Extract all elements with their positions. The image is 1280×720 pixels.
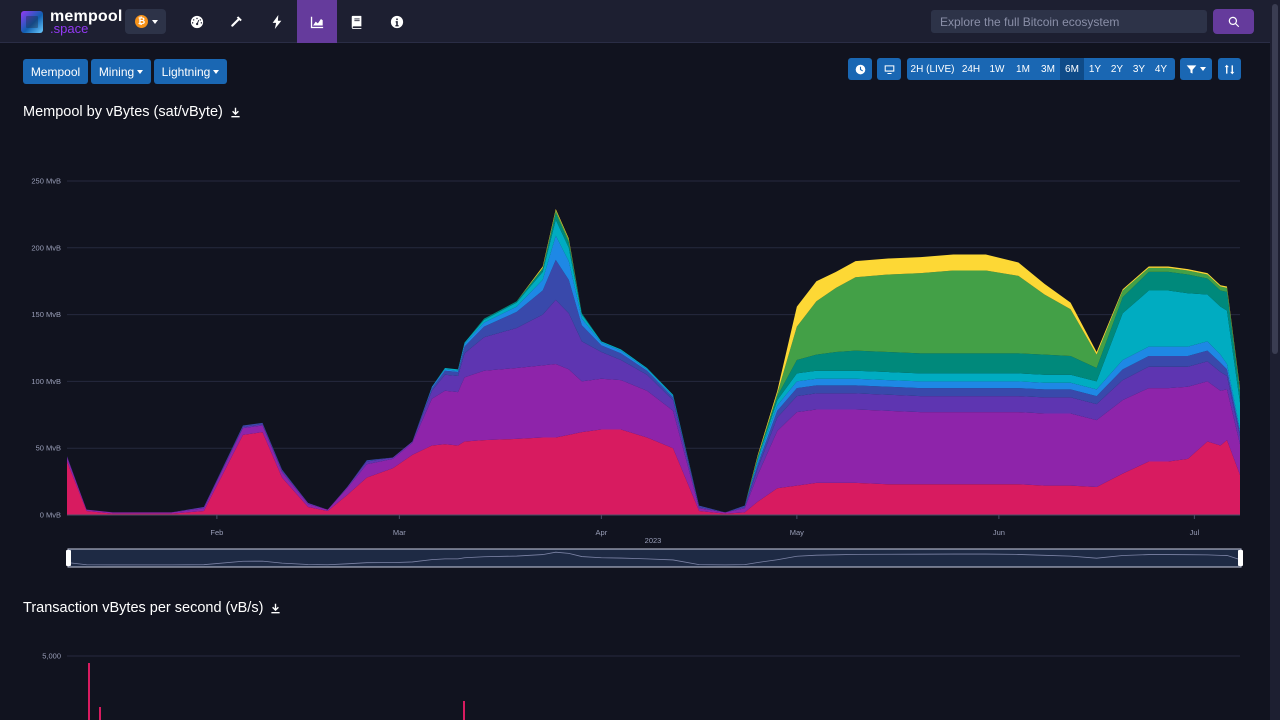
search-button[interactable] — [1213, 9, 1254, 34]
dashboard-gauge-icon[interactable] — [177, 0, 217, 43]
clock-icon — [855, 64, 865, 74]
logo-text-mempool: mempool — [50, 8, 123, 25]
network-selector-button[interactable]: ₿ — [125, 9, 166, 34]
tab-lightning[interactable]: Lightning — [154, 59, 227, 84]
range-option-3y[interactable]: 3Y — [1132, 63, 1146, 75]
zoom-slider-handle-left[interactable] — [66, 550, 71, 566]
tab-mempool-label: Mempool — [30, 64, 81, 79]
chart1-y-tick-label: 50 MvB — [36, 444, 61, 453]
page-scrollbar[interactable] — [1270, 0, 1280, 720]
filter-icon — [1186, 64, 1197, 74]
top-navbar: mempool .space ₿ — [0, 0, 1270, 43]
zoom-slider-track[interactable] — [67, 548, 1242, 568]
mempool-logo-icon — [21, 11, 43, 33]
chart2-y-tick-label: 5,000 — [42, 652, 61, 661]
tab-mining[interactable]: Mining — [91, 59, 151, 84]
range-option-2y[interactable]: 2Y — [1110, 63, 1124, 75]
range-option-6m[interactable]: 6M — [1060, 58, 1084, 80]
graphs-chart-icon[interactable] — [297, 0, 337, 43]
chart2-title: Transaction vBytes per second (vB/s) — [23, 600, 281, 616]
download-icon[interactable] — [230, 107, 241, 118]
chevron-down-icon — [152, 20, 158, 24]
chart1-title-text: Mempool by vBytes (sat/vByte) — [23, 104, 223, 120]
chart1-y-tick-label: 250 MvB — [31, 177, 61, 186]
chart1-x-tick-label: Feb — [210, 528, 223, 537]
chart2-plot: 5,000 — [42, 652, 1240, 720]
zoom-slider-preview-line — [66, 551, 1241, 566]
tab-lightning-label: Lightning — [161, 64, 211, 79]
range-option-3m[interactable]: 3M — [1041, 63, 1055, 75]
range-option-1y[interactable]: 1Y — [1088, 63, 1102, 75]
chart1-x-tick-label: May — [790, 528, 804, 537]
search-input[interactable] — [931, 10, 1207, 33]
chart1-y-tick-label: 0 MvB — [40, 511, 61, 520]
chart1-x-axis: Feb Mar Apr May Jun Jul — [67, 514, 1240, 537]
chart1-area-series-7 — [67, 213, 1240, 513]
chart1-x-tick-label: Jun — [993, 528, 1005, 537]
chart1-area-series-2 — [67, 364, 1240, 514]
chart1-x-tick-label: Mar — [393, 528, 406, 537]
chart1-title: Mempool by vBytes (sat/vByte) — [23, 104, 241, 120]
chart1-y-tick-label: 100 MvB — [31, 377, 61, 386]
sort-arrows-icon — [1224, 64, 1235, 74]
chart1-area-series-1 — [67, 429, 1240, 515]
bitcoin-coin-icon: ₿ — [135, 15, 148, 28]
tab-mining-label: Mining — [98, 64, 135, 79]
zoom-slider-handle-right[interactable] — [1238, 550, 1243, 566]
mining-hammer-icon[interactable] — [217, 0, 257, 43]
range-option-1w[interactable]: 1W — [989, 63, 1005, 75]
chart2-title-text: Transaction vBytes per second (vB/s) — [23, 600, 264, 616]
chart1-zoom-slider — [66, 548, 1243, 568]
search-icon — [1228, 16, 1239, 27]
chart1-y-tick-label: 200 MvB — [31, 243, 61, 252]
range-option-2h-live[interactable]: 2H (LIVE) — [910, 63, 955, 75]
logo-text-space: .space — [50, 21, 89, 36]
chevron-down-icon — [213, 69, 220, 74]
mempool-logo[interactable]: mempool .space — [21, 8, 122, 36]
lightning-bolt-icon[interactable] — [257, 0, 297, 43]
chevron-down-icon — [1200, 67, 1206, 71]
range-option-4y[interactable]: 4Y — [1154, 63, 1168, 75]
chart1-y-tick-label: 150 MvB — [31, 310, 61, 319]
clock-toggle-button[interactable] — [848, 58, 872, 80]
chart1-area-series-8 — [67, 210, 1240, 513]
chart1-y-axis: 250 MvB 200 MvB 150 MvB 100 MvB 50 MvB 0 MvB — [31, 177, 61, 520]
filter-dropdown-button[interactable] — [1180, 58, 1212, 80]
scrollbar-thumb[interactable] — [1272, 4, 1278, 354]
chart1-x-tick-label: Apr — [596, 528, 608, 537]
range-option-24h[interactable]: 24H — [961, 63, 981, 75]
about-info-icon[interactable] — [377, 0, 417, 43]
docs-book-icon[interactable] — [337, 0, 377, 43]
chart1-year-label: 2023 — [645, 536, 662, 545]
chart1-area-series-3 — [67, 299, 1240, 513]
tab-mempool[interactable]: Mempool — [23, 59, 88, 84]
chart1-stacked-areas — [67, 209, 1240, 515]
download-icon[interactable] — [270, 603, 281, 614]
time-range-selector: 2H (LIVE) 24H 1W 1M 3M 6M 1Y 2Y 3Y 4Y — [907, 58, 1175, 80]
sort-inverse-button[interactable] — [1218, 58, 1241, 80]
chart1-x-tick-label: Jul — [1190, 528, 1200, 537]
chevron-down-icon — [137, 69, 144, 74]
monitor-view-button[interactable] — [877, 58, 901, 80]
monitor-icon — [884, 64, 894, 74]
range-option-1m[interactable]: 1M — [1016, 63, 1030, 75]
